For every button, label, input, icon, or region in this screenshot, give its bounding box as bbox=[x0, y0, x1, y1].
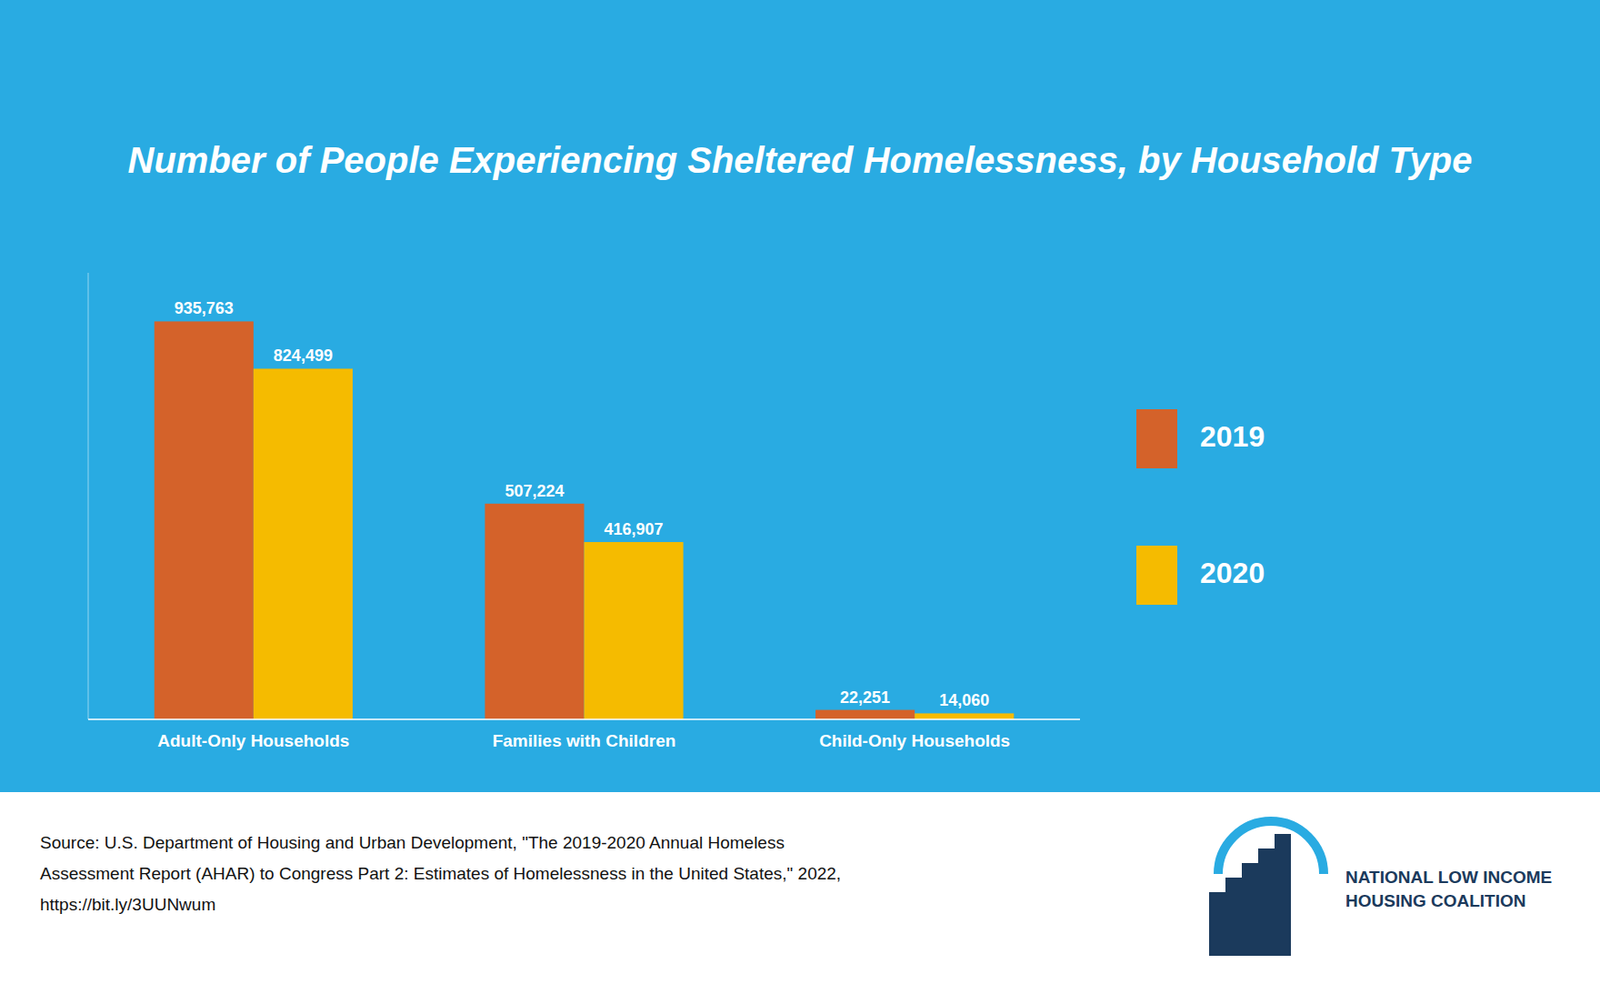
source-text: Assessment Report (AHAR) to Congress Par… bbox=[40, 863, 841, 883]
background bbox=[0, 0, 1600, 792]
data-label: 507,224 bbox=[504, 481, 564, 500]
legend: 2019 2020 bbox=[1136, 409, 1265, 605]
x-tick-label: Adult-Only Households bbox=[157, 730, 350, 750]
legend-label: 2019 bbox=[1200, 420, 1265, 453]
title: Number of People Experiencing Sheltered … bbox=[128, 140, 1473, 180]
logo-text: HOUSING COALITION bbox=[1345, 890, 1526, 910]
bar bbox=[815, 710, 915, 720]
data-labels: 935,763 507,224 22,251 824,499 416,907 14,060 bbox=[174, 299, 990, 710]
logo: NATIONAL LOW INCOME HOUSING COALITION bbox=[1209, 820, 1552, 956]
bar bbox=[584, 541, 684, 720]
bar bbox=[253, 368, 353, 720]
y-axis bbox=[88, 272, 90, 720]
data-label: 935,763 bbox=[174, 299, 234, 318]
legend-swatch bbox=[1136, 545, 1178, 605]
legend-label: 2020 bbox=[1200, 556, 1265, 590]
data-label: 824,499 bbox=[273, 346, 333, 365]
chart-root: Number of People Experiencing Sheltered … bbox=[0, 0, 1600, 984]
logo-arc bbox=[1218, 820, 1324, 874]
x-tick-label: Families with Children bbox=[492, 730, 677, 750]
bar bbox=[484, 503, 584, 720]
source-text: Source: U.S. Department of Housing and U… bbox=[40, 832, 785, 852]
source-strip bbox=[0, 791, 1600, 984]
bar bbox=[154, 320, 254, 720]
data-label: 416,907 bbox=[604, 520, 664, 539]
source-text: https://bit.ly/3UUNwum bbox=[40, 894, 216, 914]
data-label: 22,251 bbox=[840, 688, 890, 707]
x-axis bbox=[88, 718, 1080, 720]
logo-text: NATIONAL LOW INCOME bbox=[1345, 867, 1552, 887]
data-label: 14,060 bbox=[939, 690, 990, 710]
bars bbox=[154, 320, 1015, 720]
bar bbox=[914, 712, 1014, 720]
source: Source: U.S. Department of Housing and U… bbox=[40, 832, 841, 914]
x-tick-label: Child-Only Households bbox=[819, 730, 1010, 750]
legend-swatch bbox=[1136, 409, 1178, 469]
